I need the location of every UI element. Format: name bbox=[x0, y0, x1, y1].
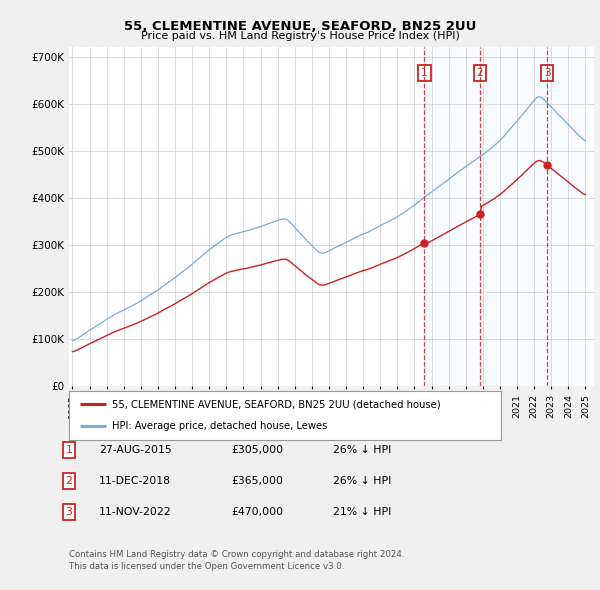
Text: 11-NOV-2022: 11-NOV-2022 bbox=[99, 507, 172, 517]
Text: This data is licensed under the Open Government Licence v3.0.: This data is licensed under the Open Gov… bbox=[69, 562, 344, 571]
Text: 11-DEC-2018: 11-DEC-2018 bbox=[99, 476, 171, 486]
Text: 1: 1 bbox=[421, 68, 428, 78]
Text: 26% ↓ HPI: 26% ↓ HPI bbox=[333, 445, 391, 454]
Text: £365,000: £365,000 bbox=[231, 476, 283, 486]
Text: 21% ↓ HPI: 21% ↓ HPI bbox=[333, 507, 391, 517]
Text: Price paid vs. HM Land Registry's House Price Index (HPI): Price paid vs. HM Land Registry's House … bbox=[140, 31, 460, 41]
Text: 3: 3 bbox=[544, 68, 550, 78]
Text: 55, CLEMENTINE AVENUE, SEAFORD, BN25 2UU (detached house): 55, CLEMENTINE AVENUE, SEAFORD, BN25 2UU… bbox=[112, 399, 441, 409]
Text: 3: 3 bbox=[65, 507, 73, 517]
Text: 2: 2 bbox=[476, 68, 484, 78]
Text: Contains HM Land Registry data © Crown copyright and database right 2024.: Contains HM Land Registry data © Crown c… bbox=[69, 550, 404, 559]
Bar bbox=[424, 47, 480, 386]
Text: 26% ↓ HPI: 26% ↓ HPI bbox=[333, 476, 391, 486]
Text: 27-AUG-2015: 27-AUG-2015 bbox=[99, 445, 172, 454]
Text: 55, CLEMENTINE AVENUE, SEAFORD, BN25 2UU: 55, CLEMENTINE AVENUE, SEAFORD, BN25 2UU bbox=[124, 20, 476, 33]
Text: 2: 2 bbox=[65, 476, 73, 486]
Text: HPI: Average price, detached house, Lewes: HPI: Average price, detached house, Lewe… bbox=[112, 421, 328, 431]
Bar bbox=[547, 47, 586, 386]
Text: £470,000: £470,000 bbox=[231, 507, 283, 517]
Text: 1: 1 bbox=[65, 445, 73, 454]
Bar bbox=[480, 47, 547, 386]
Text: £305,000: £305,000 bbox=[231, 445, 283, 454]
